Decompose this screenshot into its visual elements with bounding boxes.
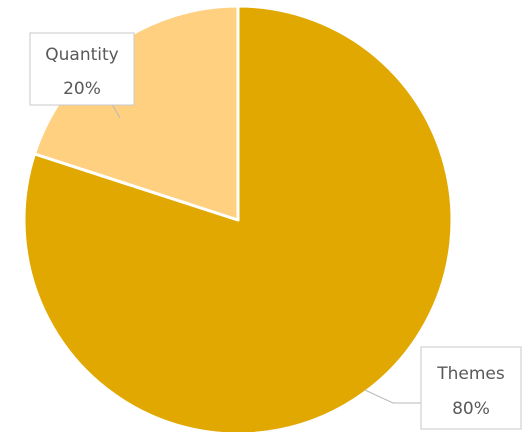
value-label-quantity: 20% (63, 79, 101, 99)
leader-line-themes (364, 389, 421, 404)
pie-slices (22, 4, 454, 432)
value-label-themes: 80% (452, 399, 490, 419)
data-label-quantity: Quantity 20% (29, 32, 135, 106)
leader-line-quantity (111, 103, 121, 119)
category-label-quantity: Quantity (45, 45, 118, 65)
data-label-box-quantity (29, 32, 135, 106)
category-label-themes: Themes (436, 364, 505, 384)
data-label-box-themes (420, 346, 522, 430)
data-label-themes: Themes 80% (420, 346, 522, 430)
